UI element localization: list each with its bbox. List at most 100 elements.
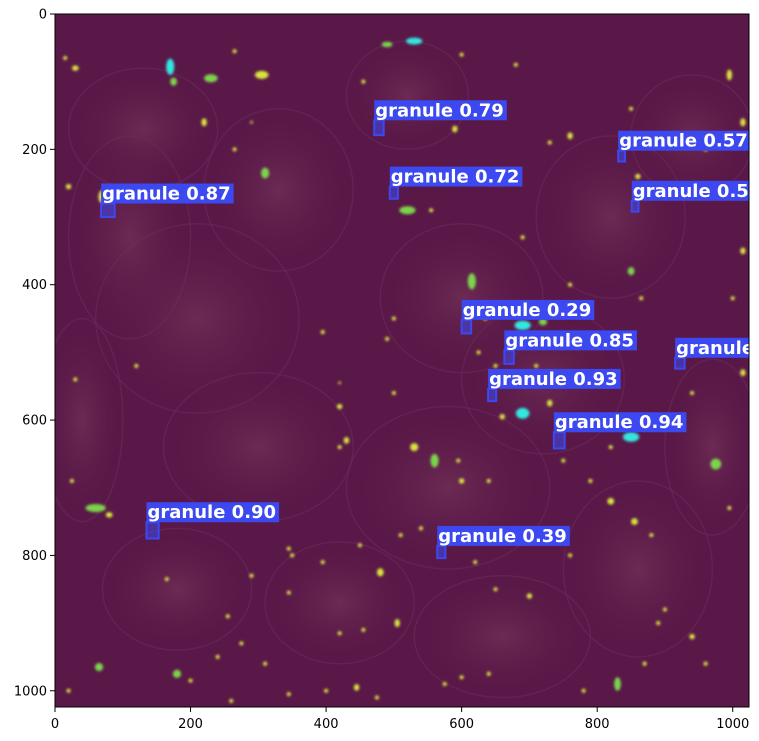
- granule-spot: [547, 399, 553, 407]
- granule-spot: [290, 553, 295, 558]
- detection-label-background: [461, 299, 595, 320]
- cell-body: [101, 527, 253, 651]
- granule-spot: [232, 147, 237, 152]
- axes-frame: [54, 13, 750, 708]
- granule-spot: [69, 478, 74, 483]
- granule-spot: [561, 458, 566, 463]
- granule-spot: [286, 692, 291, 697]
- granule-spot: [493, 363, 498, 368]
- granule-spot: [514, 320, 531, 331]
- detection: granule: [674, 337, 754, 370]
- granule-spot: [320, 330, 325, 335]
- detection: granule 0.85: [503, 330, 637, 365]
- granule-spot: [391, 316, 396, 321]
- granule-spot: [627, 267, 635, 276]
- granule-spot: [374, 695, 379, 700]
- granule-spot: [581, 688, 586, 693]
- y-axis: 0 200 400 600 800 1000: [14, 8, 55, 699]
- granule-spot: [567, 132, 573, 140]
- detections: granule 0.79 granule 0.57 granule 0.5 granu…: [100, 100, 754, 560]
- granule-spot: [740, 118, 746, 127]
- detection-label-background: [389, 166, 523, 187]
- granule-spot: [689, 633, 695, 640]
- granule-spot: [631, 518, 638, 525]
- granule-spot: [690, 390, 695, 396]
- detection-label-background: [146, 502, 280, 523]
- granule-spot: [459, 52, 464, 57]
- granule-spot: [429, 208, 434, 213]
- detection: granule 0.5: [630, 180, 749, 213]
- detection-label: granule 0.39: [438, 526, 567, 547]
- y-tick-label: 1000: [14, 684, 47, 699]
- detection-box: [503, 349, 515, 365]
- detection-box: [100, 202, 116, 219]
- granule-spot: [662, 607, 667, 612]
- granule-spot: [63, 55, 68, 61]
- granule-spot: [353, 683, 360, 691]
- detection-box: [487, 387, 498, 403]
- granule-spot: [727, 506, 732, 511]
- detection: granule 0.39: [436, 525, 570, 560]
- granule-spot: [649, 533, 654, 538]
- x-tick-label: 400: [314, 717, 339, 732]
- detection-label: granule 0.85: [505, 330, 634, 351]
- granule-spot: [172, 669, 182, 678]
- granule-spot: [381, 41, 393, 48]
- granule-spot: [361, 627, 366, 632]
- granule-spot: [66, 688, 71, 693]
- granule-spot: [442, 681, 447, 687]
- granule-spot: [608, 445, 613, 450]
- y-tick-label: 600: [22, 414, 47, 429]
- detection-label-background: [553, 412, 687, 433]
- detection-label-background: [101, 183, 234, 204]
- granule-spot: [398, 533, 403, 538]
- granule-spot: [204, 74, 218, 83]
- detection-label: granule: [676, 338, 754, 359]
- x-tick-label: 600: [449, 717, 474, 732]
- granule-spot: [607, 497, 615, 505]
- detection-label: granule 0.90: [147, 502, 276, 523]
- granule-spot: [357, 543, 363, 548]
- cell-body: [664, 358, 749, 536]
- granule-spot: [534, 363, 539, 368]
- granule-spot: [215, 654, 220, 659]
- granule-spot: [239, 641, 244, 646]
- detection-label: granule 0.93: [489, 369, 618, 390]
- granule-spot: [229, 698, 234, 703]
- x-axis: 0 200 400 600 800 1000: [51, 707, 749, 732]
- detection-label-background: [504, 330, 637, 351]
- granule-spot: [399, 206, 416, 215]
- granule-spot: [343, 436, 350, 444]
- granule-spot: [726, 69, 733, 81]
- detection-box: [388, 185, 399, 200]
- granule-spot: [456, 458, 461, 463]
- detection-box: [630, 199, 640, 213]
- granule-spot: [588, 478, 593, 483]
- cell-body: [413, 574, 592, 699]
- cell-body: [67, 135, 192, 340]
- granule-spot: [250, 120, 253, 124]
- granule-spot: [635, 173, 641, 180]
- granule-spot: [656, 621, 661, 626]
- granule-spot: [740, 369, 746, 377]
- granule-spot: [486, 671, 491, 676]
- x-tick-label: 1000: [716, 717, 749, 732]
- granule-spot: [338, 381, 342, 385]
- detection: granule 0.87: [100, 183, 234, 219]
- y-tick-label: 800: [22, 549, 47, 564]
- detection-label-background: [631, 180, 749, 201]
- granule-spot: [568, 553, 573, 558]
- granule-spot: [65, 183, 72, 190]
- granule-spot: [263, 661, 268, 666]
- x-tick-label: 0: [51, 717, 59, 732]
- granule-spot: [513, 62, 518, 67]
- granule-spot: [740, 247, 746, 255]
- cell-body: [562, 480, 714, 658]
- granule-spot: [225, 614, 230, 619]
- granule-spot: [493, 587, 498, 592]
- granule-spot: [642, 661, 647, 666]
- granule-spot: [406, 37, 423, 45]
- detection-box: [436, 544, 447, 560]
- granule-spot: [629, 106, 634, 111]
- detection-label: granule 0.29: [463, 300, 592, 321]
